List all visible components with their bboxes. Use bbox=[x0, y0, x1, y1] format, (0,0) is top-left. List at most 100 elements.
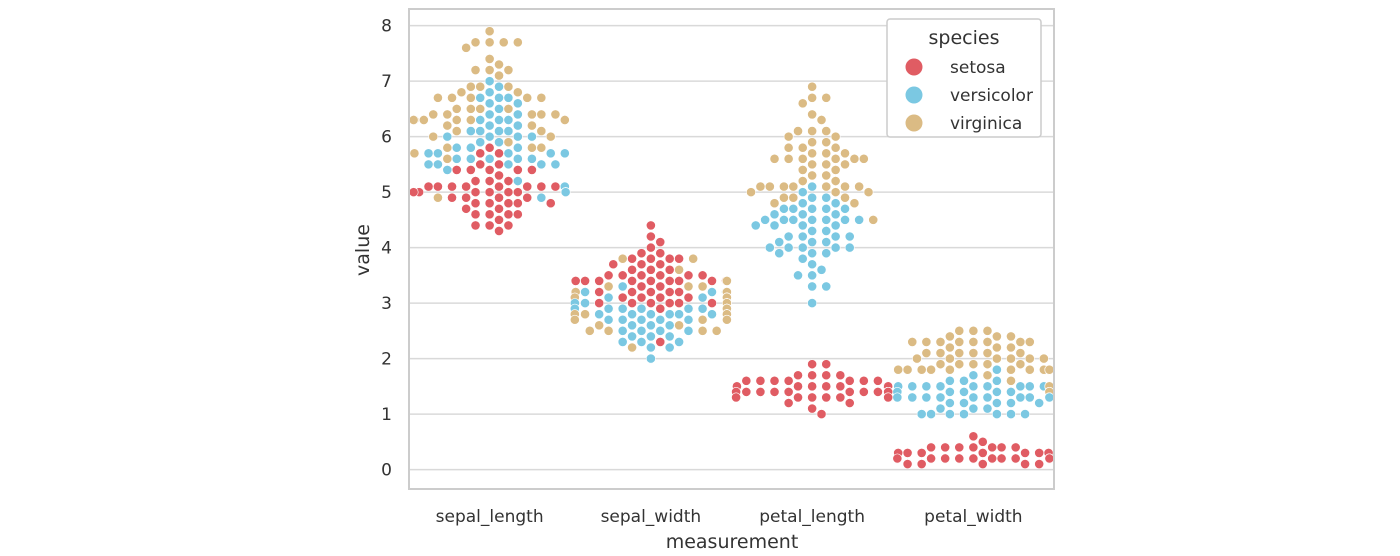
point-setosa bbox=[655, 237, 666, 247]
point-setosa bbox=[902, 448, 913, 458]
point-versicolor bbox=[821, 214, 832, 225]
point-setosa bbox=[755, 386, 766, 397]
point-setosa bbox=[807, 403, 818, 414]
point-versicolor bbox=[844, 231, 855, 242]
point-setosa bbox=[1034, 459, 1045, 469]
point-versicolor bbox=[484, 153, 495, 164]
point-setosa bbox=[707, 298, 717, 308]
point-versicolor bbox=[664, 331, 675, 342]
point-versicolor bbox=[991, 398, 1002, 408]
point-virginica bbox=[968, 359, 979, 370]
point-virginica bbox=[470, 37, 481, 48]
point-versicolor bbox=[830, 198, 841, 209]
point-setosa bbox=[617, 270, 628, 281]
point-virginica bbox=[830, 176, 841, 186]
point-versicolor bbox=[603, 303, 614, 314]
point-virginica bbox=[944, 342, 955, 353]
point-versicolor bbox=[793, 270, 803, 281]
point-setosa bbox=[697, 270, 708, 281]
point-setosa bbox=[1034, 448, 1045, 458]
point-setosa bbox=[645, 220, 656, 231]
point-versicolor bbox=[935, 392, 946, 403]
point-setosa bbox=[494, 226, 504, 236]
point-virginica bbox=[536, 109, 547, 120]
point-versicolor bbox=[442, 165, 453, 175]
point-versicolor bbox=[512, 131, 523, 142]
point-setosa bbox=[636, 259, 647, 270]
y-tick-label: 1 bbox=[381, 405, 392, 425]
legend-marker-setosa bbox=[905, 58, 923, 76]
point-versicolor bbox=[797, 198, 808, 209]
point-versicolor bbox=[807, 226, 818, 236]
point-virginica bbox=[830, 131, 841, 142]
point-virginica bbox=[697, 325, 708, 336]
point-setosa bbox=[741, 375, 752, 386]
point-versicolor bbox=[494, 137, 504, 148]
point-virginica bbox=[830, 142, 841, 153]
point-setosa bbox=[769, 386, 780, 397]
point-versicolor bbox=[423, 148, 434, 159]
point-setosa bbox=[731, 392, 741, 403]
point-versicolor bbox=[807, 181, 818, 192]
point-virginica bbox=[868, 214, 879, 225]
point-setosa bbox=[940, 442, 951, 453]
point-versicolor bbox=[1044, 392, 1055, 403]
point-versicolor bbox=[968, 392, 979, 403]
point-virginica bbox=[1044, 364, 1055, 375]
point-versicolor bbox=[788, 203, 799, 214]
point-versicolor bbox=[442, 131, 453, 142]
x-axis: sepal_length sepal_width petal_length petal… bbox=[436, 507, 1023, 527]
point-virginica bbox=[1024, 337, 1035, 347]
point-setosa bbox=[503, 198, 514, 209]
point-setosa bbox=[996, 453, 1007, 464]
point-setosa bbox=[461, 203, 472, 214]
point-versicolor bbox=[494, 81, 504, 92]
point-versicolor bbox=[830, 231, 841, 242]
point-virginica bbox=[893, 364, 904, 375]
point-virginica bbox=[594, 320, 605, 331]
point-virginica bbox=[603, 281, 614, 292]
point-versicolor bbox=[926, 409, 936, 419]
point-virginica bbox=[797, 176, 808, 186]
point-setosa bbox=[545, 198, 556, 209]
point-versicolor bbox=[484, 76, 495, 87]
point-setosa bbox=[655, 259, 666, 270]
point-setosa bbox=[664, 264, 675, 275]
point-setosa bbox=[793, 392, 803, 403]
point-setosa bbox=[494, 170, 504, 181]
point-versicolor bbox=[484, 109, 495, 120]
point-versicolor bbox=[944, 386, 955, 397]
point-versicolor bbox=[807, 298, 818, 308]
point-virginica bbox=[840, 192, 850, 203]
point-setosa bbox=[465, 165, 476, 175]
point-virginica bbox=[1006, 353, 1016, 364]
point-setosa bbox=[470, 176, 481, 186]
point-setosa bbox=[807, 392, 818, 403]
point-setosa bbox=[608, 259, 619, 270]
point-versicolor bbox=[475, 137, 486, 148]
point-versicolor bbox=[807, 192, 818, 203]
point-setosa bbox=[655, 281, 666, 292]
point-virginica bbox=[991, 342, 1002, 353]
point-virginica bbox=[584, 325, 595, 336]
point-virginica bbox=[494, 59, 504, 70]
point-virginica bbox=[442, 120, 453, 131]
point-setosa bbox=[461, 192, 472, 203]
y-tick-label: 6 bbox=[381, 128, 392, 148]
point-versicolor bbox=[935, 381, 946, 392]
point-virginica bbox=[783, 153, 794, 164]
point-virginica bbox=[821, 92, 832, 103]
point-versicolor bbox=[892, 392, 903, 403]
point-virginica bbox=[912, 353, 922, 364]
point-versicolor bbox=[991, 364, 1002, 375]
point-virginica bbox=[982, 359, 993, 370]
point-versicolor bbox=[807, 237, 818, 247]
point-versicolor bbox=[935, 403, 946, 414]
point-virginica bbox=[1015, 348, 1026, 358]
legend-box bbox=[886, 18, 1042, 138]
point-virginica bbox=[722, 276, 732, 286]
point-setosa bbox=[916, 448, 927, 458]
point-versicolor bbox=[1015, 381, 1026, 392]
point-versicolor bbox=[545, 148, 556, 159]
point-setosa bbox=[627, 287, 637, 297]
